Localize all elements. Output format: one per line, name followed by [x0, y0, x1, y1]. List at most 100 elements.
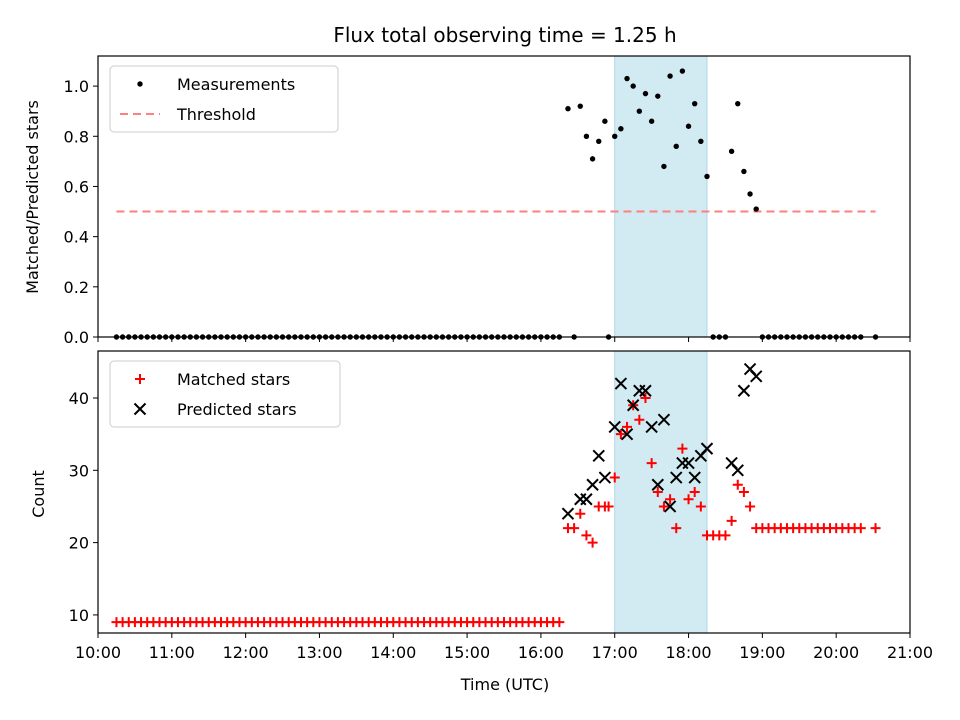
- measurement-point: [655, 93, 661, 99]
- legend-label: Measurements: [177, 75, 295, 94]
- y-tick-label: 30: [69, 461, 89, 480]
- measurement-point: [679, 68, 686, 74]
- matched-point: [665, 494, 676, 505]
- measurement-point: [589, 156, 596, 162]
- predicted-point: [688, 471, 701, 484]
- x-tick-label: 13:00: [296, 643, 342, 662]
- top-y-axis-label: Matched/Predicted stars: [23, 100, 42, 294]
- predicted-point: [645, 420, 658, 434]
- matched-point: [671, 523, 682, 534]
- predicted-point: [657, 413, 671, 426]
- matched-point: [554, 617, 565, 628]
- measurement-point: [636, 108, 643, 114]
- measurement-point: [596, 138, 602, 145]
- bottom-y-axis-label: Count: [29, 470, 48, 518]
- measurement-point: [747, 191, 753, 197]
- x-tick-label: 18:00: [665, 643, 711, 662]
- y-tick-label: 0.8: [64, 127, 89, 146]
- measurement-point: [698, 138, 704, 145]
- series-matched-stars: [111, 393, 881, 628]
- legend-marker-measurements: [137, 81, 143, 87]
- predicted-point: [614, 377, 628, 390]
- matched-point: [609, 472, 620, 483]
- matched-point: [658, 501, 669, 512]
- matched-point: [569, 523, 580, 534]
- measurement-point: [583, 133, 590, 139]
- predicted-point: [700, 442, 714, 455]
- measurement-point: [685, 123, 692, 129]
- measurement-point: [735, 100, 741, 107]
- matched-point: [615, 429, 626, 440]
- measurement-point: [667, 73, 673, 79]
- measurement-point: [618, 126, 624, 132]
- measurement-point: [602, 118, 608, 124]
- measurement-point: [630, 83, 636, 89]
- predicted-point: [586, 478, 599, 491]
- y-tick-label: 0.6: [64, 177, 89, 196]
- axes-frame: [97, 55, 911, 338]
- predicted-point: [598, 471, 612, 484]
- matched-point: [732, 479, 743, 490]
- measurement-point: [728, 148, 735, 155]
- matched-point: [745, 501, 756, 512]
- legend-box: [109, 360, 341, 428]
- measurement-point: [691, 100, 698, 107]
- predicted-point: [737, 384, 751, 397]
- matched-point: [646, 458, 657, 469]
- x-tick-label: 10:00: [75, 643, 121, 662]
- top-panel: 0.0 0.2 0.4 0.6 0.8 1.0 Measurements Threshold: [64, 55, 911, 347]
- predicted-point: [682, 456, 695, 470]
- y-tick-label: 1.0: [64, 77, 89, 96]
- matched-point: [689, 487, 700, 497]
- x-tick-label: 20:00: [813, 643, 859, 662]
- predicted-point: [731, 464, 744, 477]
- x-tick-label: 14:00: [370, 643, 416, 662]
- measurement-point: [612, 133, 618, 139]
- matched-point: [870, 523, 881, 534]
- legend-label: Predicted stars: [177, 400, 297, 419]
- matched-point: [677, 443, 688, 454]
- series-measurements: [113, 68, 879, 340]
- measurement-point: [565, 105, 571, 112]
- matched-point: [855, 523, 866, 534]
- measurement-point: [704, 173, 710, 180]
- predicted-point: [561, 507, 575, 520]
- predicted-point: [592, 449, 605, 463]
- predicted-point: [626, 399, 640, 412]
- matched-point: [587, 537, 598, 548]
- legend-label: Matched stars: [177, 370, 290, 389]
- matched-point: [640, 393, 651, 403]
- matched-point: [738, 487, 749, 497]
- x-tick-label: 15:00: [444, 643, 490, 662]
- predicted-point: [608, 420, 621, 434]
- predicted-point: [663, 500, 677, 513]
- measurement-point: [577, 103, 583, 109]
- axes-frame: [97, 350, 911, 634]
- legend-label: Threshold: [176, 105, 256, 124]
- legend-marker-predicted: [133, 402, 147, 416]
- x-tick-label: 16:00: [518, 643, 564, 662]
- y-tick-label: 40: [69, 389, 89, 408]
- matched-point: [634, 414, 645, 425]
- y-tick-label: 0.2: [64, 278, 89, 297]
- y-tick-label: 0.0: [64, 328, 89, 347]
- matched-point: [581, 530, 592, 541]
- predicted-point: [574, 493, 587, 506]
- measurement-point: [661, 163, 667, 170]
- x-tick-label: 17:00: [592, 643, 638, 662]
- predicted-point: [670, 471, 683, 484]
- x-tick-label: 19:00: [739, 643, 785, 662]
- matched-point: [726, 515, 737, 526]
- matched-point: [603, 501, 614, 512]
- measurement-point: [741, 168, 747, 175]
- x-tick-label: 12:00: [223, 643, 269, 662]
- predicted-point: [620, 427, 634, 441]
- x-tick-label: 21:00: [887, 643, 933, 662]
- predicted-point: [651, 478, 664, 491]
- series-predicted-stars: [561, 362, 763, 520]
- chart-title: Flux total observing time = 1.25 h: [333, 23, 676, 47]
- legend-box: [109, 65, 339, 133]
- predicted-point: [580, 493, 593, 506]
- matched-point: [695, 501, 706, 512]
